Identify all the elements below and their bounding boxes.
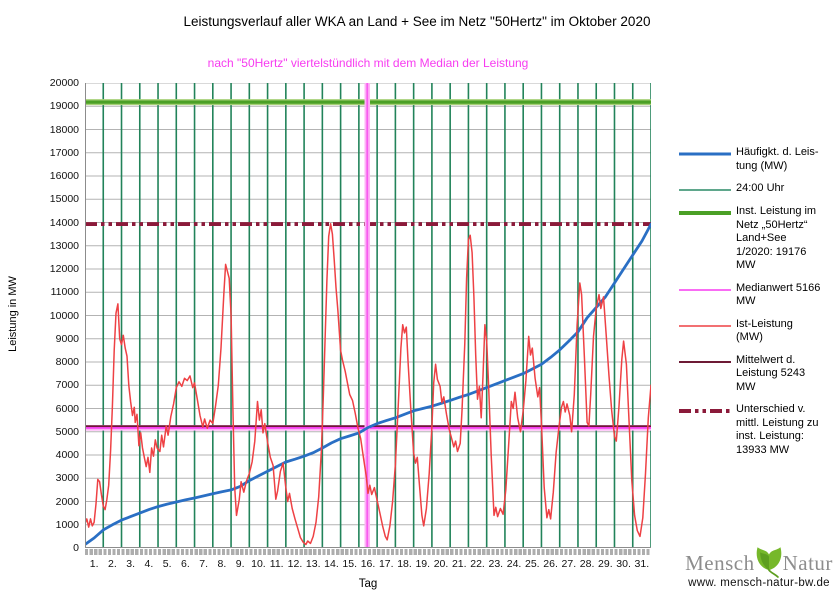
logo-word-mensch: Mensch xyxy=(685,551,755,575)
x-day-label: 15. xyxy=(342,558,358,570)
y-tick-label: 14000 xyxy=(49,216,79,229)
x-day-label: 27. xyxy=(561,558,577,570)
legend-entry: Mittelwert d. Leistung 5243 MW xyxy=(678,354,834,395)
y-tick-label: 17000 xyxy=(49,146,79,159)
y-tick-label: 9000 xyxy=(55,332,79,345)
y-tick-label: 11000 xyxy=(50,286,79,299)
legend-entry: Ist-Leistung (MW) xyxy=(678,318,834,345)
x-day-label: 10. xyxy=(251,558,266,570)
y-tick-label: 10000 xyxy=(49,309,79,322)
y-tick-label: 15000 xyxy=(49,193,79,206)
legend-label: 24:00 Uhr xyxy=(736,182,785,194)
legend-label: Unterschied v. mittl. Leistung zu inst. … xyxy=(736,403,819,456)
x-day-label: 20. xyxy=(433,558,449,570)
y-tick-label: 3000 xyxy=(55,472,79,485)
y-tick-label: 8000 xyxy=(55,356,79,368)
x-day-label: 3. xyxy=(126,558,136,570)
y-tick-label: 12000 xyxy=(49,263,79,275)
mensch-natur-logo: Mensch Natur www. mensch-natur-bw.de xyxy=(685,534,833,589)
legend-entry: Unterschied v. mittl. Leistung zu inst. … xyxy=(678,403,834,457)
x-day-label: 21. xyxy=(451,558,467,570)
legend-line-sample xyxy=(679,360,731,363)
legend-label: Inst. Leistung im Netz „50Hertz“ Land+Se… xyxy=(736,205,817,271)
y-tick-label: 4000 xyxy=(55,449,79,461)
x-day-label: 7. xyxy=(199,558,209,570)
y-tick-label: 5000 xyxy=(55,425,79,438)
y-tick-label: 0 xyxy=(73,542,79,554)
x-day-label: 23. xyxy=(488,558,504,570)
logo-url: www. mensch-natur-bw.de xyxy=(688,577,830,589)
legend-line-sample xyxy=(679,409,731,413)
y-tick-label: 13000 xyxy=(49,239,79,252)
plot-svg xyxy=(83,82,653,549)
y-tick-label: 2000 xyxy=(55,495,79,508)
logo-brand: Mensch Natur xyxy=(685,534,833,578)
legend-entry: 24:00 Uhr xyxy=(678,182,834,196)
ginkgo-leaf-icon xyxy=(752,542,786,583)
legend-line-sample xyxy=(679,324,731,327)
page-title: Leistungsverlauf aller WKA an Land + See… xyxy=(183,14,651,29)
legend-label: Ist-Leistung (MW) xyxy=(736,317,793,344)
x-day-label: 26. xyxy=(543,558,558,570)
x-day-label: 31. xyxy=(634,558,650,570)
x-day-label: 16. xyxy=(360,558,376,570)
x-day-label: 30. xyxy=(616,558,631,570)
x-day-label: 9. xyxy=(235,558,245,570)
y-tick-label: 18000 xyxy=(49,123,79,136)
legend-label: Medianwert 5166 MW xyxy=(736,281,821,308)
y-tick-label: 7000 xyxy=(55,379,79,392)
y-tick-label: 19000 xyxy=(49,100,79,113)
legend-entry: Medianwert 5166 MW xyxy=(678,282,834,309)
chart-legend: Häufigkt. d. Leis- tung (MW) 24:00 Uhr Ins… xyxy=(678,146,834,466)
x-day-label: 4. xyxy=(144,558,154,570)
x-day-label: 19. xyxy=(415,558,431,570)
x-day-label: 6. xyxy=(181,558,190,570)
plot-area xyxy=(83,82,653,549)
x-day-label: 2. xyxy=(107,558,117,570)
x-day-label: 17. xyxy=(378,558,394,570)
x-day-label: 1. xyxy=(89,558,99,570)
x-day-label: 18. xyxy=(397,558,412,570)
y-tick-label: 6000 xyxy=(55,402,79,415)
x-day-label: 8. xyxy=(217,558,227,570)
x-day-label: 11. xyxy=(269,558,284,570)
legend-entry: Häufigkt. d. Leis- tung (MW) xyxy=(678,146,834,173)
y-tick-label: 16000 xyxy=(49,170,79,182)
x-day-label: 12. xyxy=(287,558,303,570)
legend-label: Mittelwert d. Leistung 5243 MW xyxy=(736,353,806,393)
legend-line-sample xyxy=(679,152,731,156)
legend-line-sample xyxy=(679,211,731,215)
chart-subtitle: nach "50Hertz" viertelstündlich mit dem … xyxy=(207,56,529,70)
x-day-label: 14. xyxy=(324,558,339,570)
legend-entry: Inst. Leistung im Netz „50Hertz“ Land+Se… xyxy=(678,205,834,273)
legend-label: Häufigkt. d. Leis- tung (MW) xyxy=(736,146,819,172)
y-axis-title: Leistung in MW xyxy=(7,276,19,352)
x-day-label: 28. xyxy=(579,558,595,570)
y-tick-label: 20000 xyxy=(49,77,79,89)
y-tick-label: 1000 xyxy=(55,518,79,531)
x-day-label: 22. xyxy=(470,558,485,570)
x-day-label: 13. xyxy=(305,558,321,570)
legend-line-sample xyxy=(679,189,731,191)
series-ist-leistung-line xyxy=(84,222,652,546)
x-day-label: 5. xyxy=(162,558,172,570)
x-axis-title: Tag xyxy=(358,578,378,590)
x-day-label: 25. xyxy=(525,558,540,570)
x-day-label: 29. xyxy=(598,558,613,570)
logo-word-natur: Natur xyxy=(782,551,833,575)
x-axis-tick-band xyxy=(85,549,651,555)
x-day-label: 24. xyxy=(506,558,522,570)
legend-line-sample xyxy=(679,288,731,291)
series-haeufigkeit-line xyxy=(83,222,653,546)
